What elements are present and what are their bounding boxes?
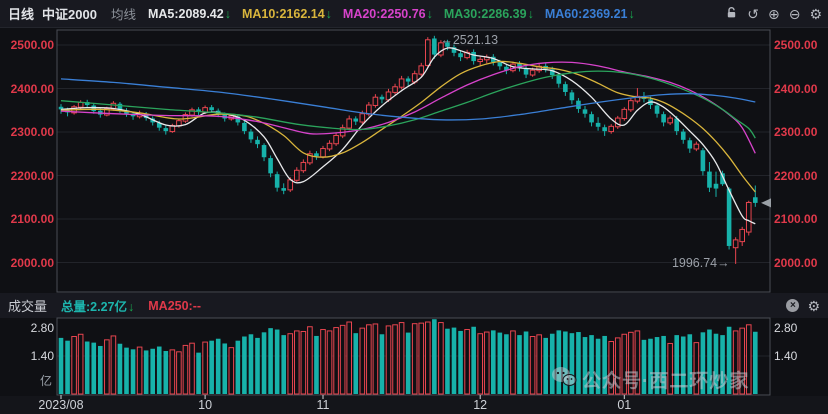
ma-values: MA5:2089.42↓ MA10:2162.14↓ MA20:2250.76↓ MA… [148, 7, 646, 21]
x-axis-strip [0, 396, 828, 414]
volume-pane-header: 成交量 总量:2.27亿↓ MA250:-- [0, 293, 828, 318]
close-icon[interactable]: × [786, 299, 800, 312]
header-strip [0, 0, 828, 28]
volume-axis-label: 1.40 [774, 349, 798, 363]
chart-toolbar: ↺ ⊕ ⊖ ⚙ [725, 0, 822, 27]
y-axis-label: 2100.00 [10, 212, 54, 226]
x-axis-label: 01 [617, 398, 632, 412]
y-axis-label: 2000.00 [10, 255, 54, 270]
ma-group-label: 均线 [110, 8, 136, 22]
volume-axis-label: 2.80 [774, 321, 798, 335]
zoom-in-icon[interactable]: ⊕ [767, 5, 780, 22]
y-axis-label: 2200.00 [774, 168, 818, 183]
low-annotation: 1996.74→ [671, 256, 730, 270]
volume-header-strip [0, 293, 828, 318]
volume-axis-label: 1.40 [30, 349, 54, 363]
ma10-value: MA10:2162.14↓ [241, 6, 332, 21]
period-label[interactable]: 日线 [8, 7, 35, 22]
y-axis-label: 2500.00 [774, 38, 818, 52]
watermark: 公众号·西二环炒家 [551, 366, 749, 393]
y-axis-label: 2500.00 [10, 38, 54, 52]
x-axis-label: 11 [316, 398, 330, 412]
lock-icon[interactable] [725, 6, 738, 21]
watermark-text: 公众号·西二环炒家 [582, 371, 750, 392]
y-axis-label: 2400.00 [774, 81, 818, 96]
y-axis-label: 2400.00 [10, 81, 54, 96]
ma20-value: MA20:2250.76↓ [342, 6, 433, 21]
x-axis-label: 2023/08 [38, 398, 84, 412]
wechat-icon [551, 366, 577, 393]
down-arrow-icon: ↓ [325, 6, 332, 21]
x-axis-label: 12 [473, 398, 488, 412]
volume-total: 总量:2.27亿↓ [61, 300, 135, 314]
y-axis-label: 2300.00 [10, 125, 54, 139]
down-arrow-icon: ↓ [426, 6, 433, 21]
down-arrow-icon: ↓ [128, 300, 135, 314]
chart-header: 日线 中证2000 均线 MA5:2089.42↓ MA10:2162.14↓ MA… [0, 0, 828, 27]
volume-axis-label: 2.80 [30, 321, 54, 335]
down-arrow-icon: ↓ [224, 6, 231, 21]
ma30-value: MA30:2286.39↓ [443, 6, 534, 21]
volume-title: 成交量 [8, 299, 48, 314]
ma60-value: MA60:2369.21↓ [544, 6, 635, 21]
volume-ma250: MA250:-- [148, 298, 202, 313]
x-axis-label: 10 [198, 398, 213, 412]
zoom-out-icon[interactable]: ⊖ [788, 5, 801, 22]
settings-gear-icon[interactable]: ⚙ [809, 5, 822, 22]
high-annotation: ←2521.13 [440, 33, 499, 47]
undo-icon[interactable]: ↺ [747, 5, 759, 22]
y-axis-label: 2100.00 [774, 212, 818, 226]
volume-unit-label: 亿 [39, 374, 52, 388]
ma5-value: MA5:2089.42↓ [147, 6, 231, 21]
y-axis-label: 2300.00 [774, 125, 818, 139]
y-axis-label: 2000.00 [774, 255, 818, 270]
symbol-label[interactable]: 中证2000 [42, 7, 97, 22]
down-arrow-icon: ↓ [628, 6, 635, 21]
volume-settings-gear-icon[interactable]: ⚙ [807, 297, 820, 314]
y-axis-label: 2200.00 [10, 168, 54, 183]
volume-pane-toolbar: × ⚙ [786, 293, 820, 318]
down-arrow-icon: ↓ [527, 6, 534, 21]
